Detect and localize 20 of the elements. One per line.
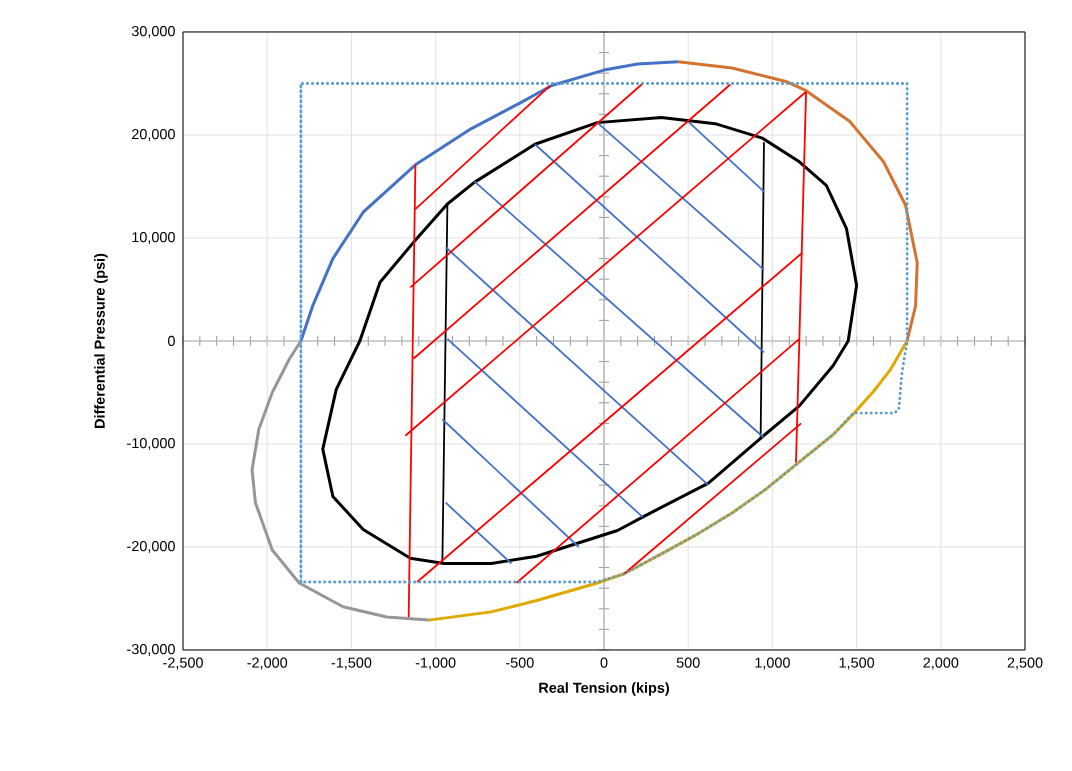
x-tick-label: 1,000: [755, 657, 790, 670]
y-axis-title: Differential Pressure (psi): [94, 253, 108, 428]
y-tick-label: -20,000: [127, 541, 175, 553]
y-tick-label: -30,000: [127, 644, 175, 656]
y-tick-label: 20,000: [132, 129, 175, 141]
x-tick-label: -2,000: [247, 657, 288, 670]
x-tick-label: -500: [505, 657, 534, 668]
x-tick-label: 500: [676, 657, 700, 668]
x-axis-title: Real Tension (kips): [539, 682, 669, 696]
y-tick-label: 0: [168, 335, 175, 347]
y-tick-label: 30,000: [131, 26, 175, 38]
x-tick-label: -2,500: [163, 657, 203, 670]
y-tick-label: -10,000: [127, 438, 175, 450]
x-tick-label: 2,000: [923, 657, 959, 670]
x-tick-label: 0: [600, 657, 608, 668]
x-tick-label: 1,500: [839, 657, 875, 670]
x-tick-label: -1,500: [331, 657, 372, 670]
x-tick-label: -1,000: [415, 657, 456, 670]
x-tick-label: 2,500: [1007, 657, 1043, 670]
y-tick-label: 10,000: [132, 232, 175, 244]
